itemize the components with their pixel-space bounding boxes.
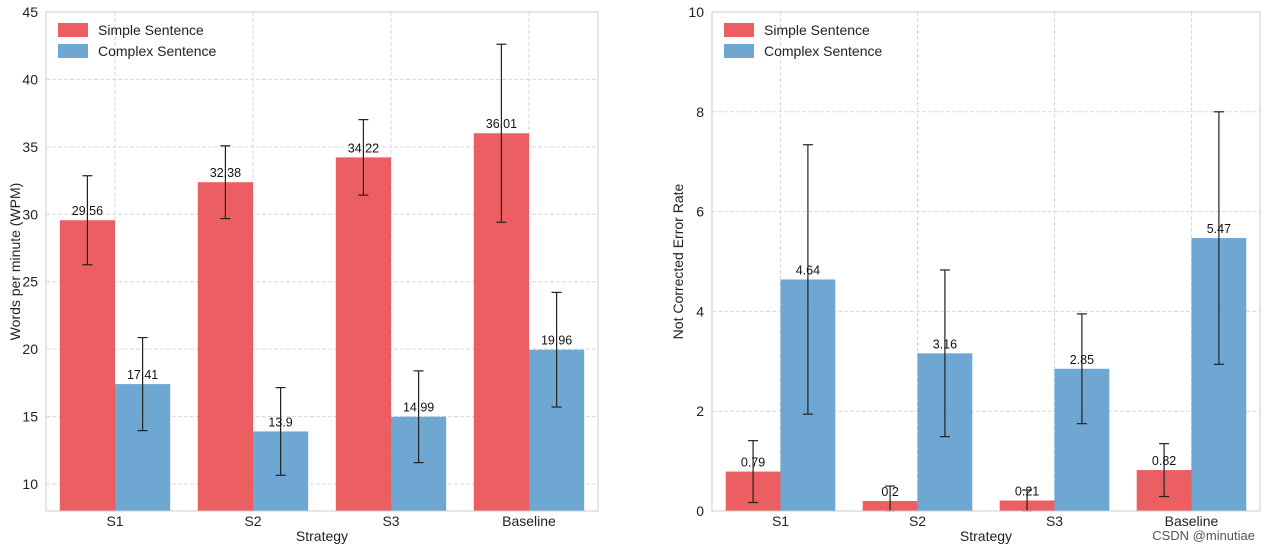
data-label: 29.56 <box>72 204 103 218</box>
error-bar <box>748 440 759 504</box>
error-bar <box>939 269 950 438</box>
data-label: 14.99 <box>403 401 434 415</box>
x-tick-label: Baseline <box>502 513 556 529</box>
y-tick-label: 45 <box>22 4 38 20</box>
data-label: 13.9 <box>268 415 292 429</box>
x-tick-label: S2 <box>909 513 926 529</box>
y-tick-label: 10 <box>22 476 38 492</box>
y-tick-label: 6 <box>696 204 704 220</box>
error-bar <box>275 386 286 476</box>
legend: Simple Sentence Complex Sentence <box>58 22 217 59</box>
data-label: 34.22 <box>348 141 379 155</box>
x-tick-label: S3 <box>1046 513 1063 529</box>
plot-frame <box>45 11 599 512</box>
chart-2: 0 2 4 6 8 10 0.79 0.2 0.21 0.82 4.64 3.16 2.85 5.47 S1… <box>670 4 1261 544</box>
y-tick-label: 40 <box>22 71 38 87</box>
y-axis-title: Not Corrected Error Rate <box>670 183 686 339</box>
bar-simple-sentence-s1 <box>59 220 115 511</box>
chart-1: 10 15 20 25 30 35 40 45 29.56 32.38 34.22 36.01 17.4… <box>7 4 599 544</box>
y-tick-label: 30 <box>22 206 38 222</box>
y-tick-label: 4 <box>696 303 704 319</box>
legend-label: Simple Sentence <box>98 22 204 38</box>
y-tick-label: 2 <box>696 403 704 419</box>
error-bar <box>496 43 507 223</box>
error-bar <box>137 336 148 432</box>
error-bar <box>551 291 562 408</box>
y-tick-label: 35 <box>22 139 38 155</box>
error-bar <box>82 175 93 266</box>
y-tick-label: 20 <box>22 341 38 357</box>
y-tick-label: 25 <box>22 274 38 290</box>
x-tick-label: S2 <box>244 513 261 529</box>
bar-simple-sentence-s3 <box>335 157 391 511</box>
x-tick-label: S3 <box>382 513 399 529</box>
plot-frame <box>711 11 1261 512</box>
y-tick-label: 8 <box>696 104 704 120</box>
data-label: 4.64 <box>796 263 820 277</box>
data-label: 17.41 <box>127 368 158 382</box>
data-label: 2.85 <box>1070 353 1094 367</box>
x-tick-label: Baseline <box>1165 513 1219 529</box>
error-bar <box>358 119 369 196</box>
error-bar <box>413 370 424 464</box>
error-bar <box>802 144 813 415</box>
legend: Simple Sentence Complex Sentence <box>724 22 883 59</box>
legend-label: Simple Sentence <box>764 22 870 38</box>
y-tick-label: 0 <box>696 503 704 519</box>
data-label: 0.82 <box>1152 454 1176 468</box>
bar-simple-sentence-s2 <box>197 182 253 511</box>
y-tick-label: 10 <box>688 4 704 20</box>
error-bar <box>1213 111 1224 365</box>
x-axis-title: Strategy <box>296 528 348 544</box>
legend-swatch <box>58 44 88 58</box>
error-bar <box>1076 313 1087 425</box>
x-tick-label: S1 <box>772 513 789 529</box>
y-axis-title: Words per minute (WPM) <box>7 183 23 341</box>
legend-label: Complex Sentence <box>764 43 883 59</box>
legend-label: Complex Sentence <box>98 43 217 59</box>
error-bar <box>220 145 231 220</box>
data-label: 0.79 <box>741 456 765 470</box>
data-label: 32.38 <box>210 166 241 180</box>
y-tick-label: 15 <box>22 409 38 425</box>
data-label: 19.96 <box>541 334 572 348</box>
data-label: 3.16 <box>933 337 957 351</box>
watermark-text: CSDN @minutiae <box>1152 528 1255 543</box>
x-tick-label: S1 <box>106 513 123 529</box>
legend-swatch <box>58 23 88 37</box>
data-label: 36.01 <box>486 117 517 131</box>
legend-swatch <box>724 23 754 37</box>
data-label: 5.47 <box>1207 222 1231 236</box>
data-label: 0.2 <box>881 485 898 499</box>
error-bar <box>1159 443 1170 498</box>
legend-swatch <box>724 44 754 58</box>
data-label: 0.21 <box>1015 485 1039 499</box>
x-axis-title: Strategy <box>960 528 1012 544</box>
